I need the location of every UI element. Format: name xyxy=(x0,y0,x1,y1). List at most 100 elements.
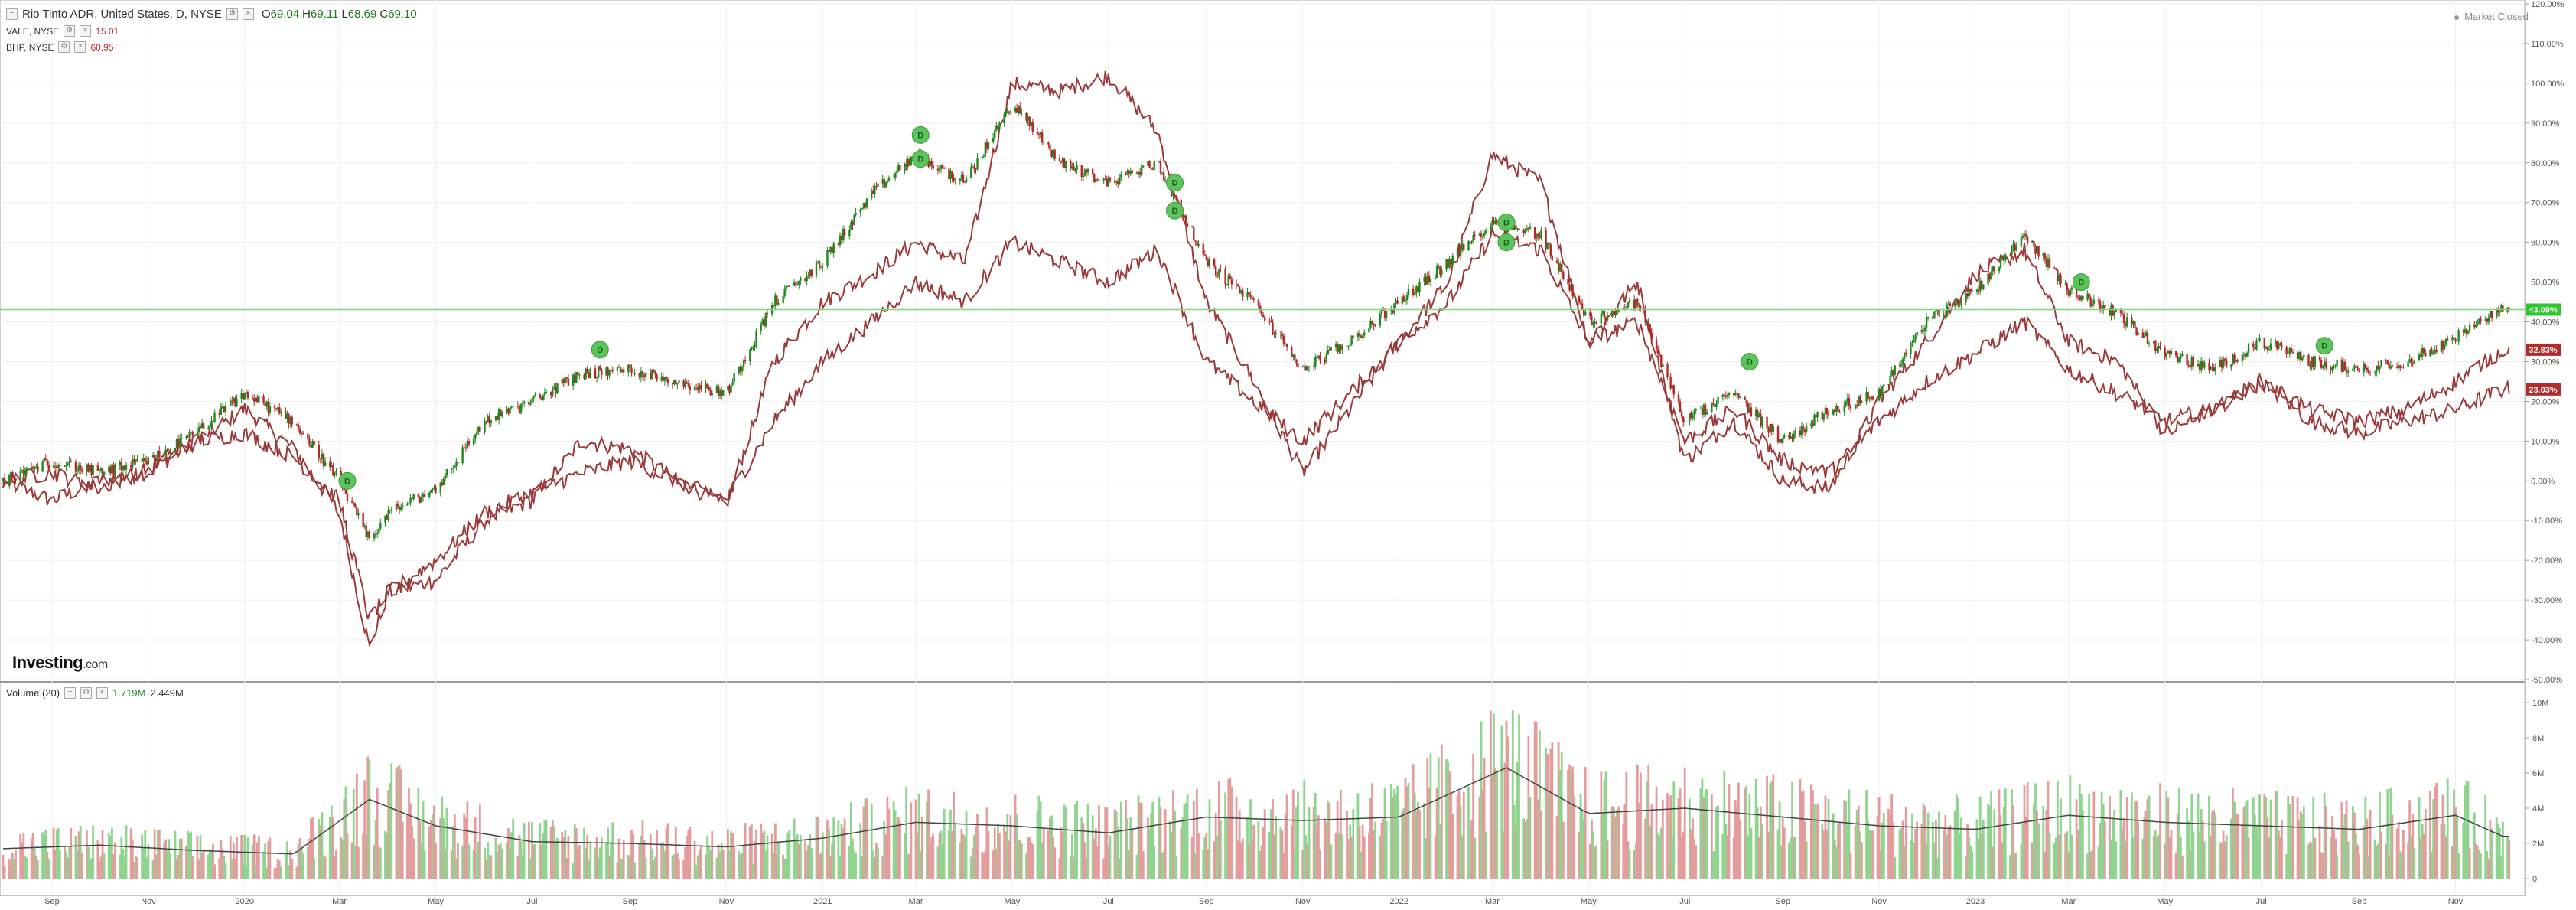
volume-bar xyxy=(826,820,829,879)
candle-body xyxy=(573,374,576,383)
candle-body xyxy=(832,243,835,253)
volume-bar xyxy=(87,846,90,879)
candle-body xyxy=(1737,393,1740,398)
volume-bar xyxy=(1870,830,1873,879)
settings-icon[interactable]: ⚙ xyxy=(64,25,76,37)
volume-bar xyxy=(1887,808,1890,879)
volume-tick-label: 0 xyxy=(2532,875,2537,884)
volume-bar xyxy=(1780,846,1783,879)
volume-bar xyxy=(2489,820,2492,879)
volume-bar xyxy=(1790,837,1792,879)
volume-bar xyxy=(2014,853,2017,879)
candle-body xyxy=(1457,248,1461,256)
candle-body xyxy=(30,466,33,469)
candle-body xyxy=(343,488,346,491)
volume-bar xyxy=(927,789,930,879)
volume-bar xyxy=(1732,837,1735,879)
candle-body xyxy=(2331,367,2333,370)
volume-bar xyxy=(992,850,995,879)
candle-body xyxy=(644,373,647,377)
volume-bar xyxy=(875,843,878,879)
candle-body xyxy=(223,406,226,412)
volume-bar xyxy=(1759,806,1762,879)
volume-bar xyxy=(748,826,751,879)
volume-bar xyxy=(532,844,535,879)
candle-body xyxy=(2198,363,2201,370)
close-icon[interactable]: × xyxy=(96,687,109,699)
candle-body xyxy=(509,407,511,414)
candle-body xyxy=(1117,181,1119,184)
volume-bar xyxy=(330,805,333,879)
collapse-icon[interactable]: − xyxy=(6,8,18,20)
volume-bar xyxy=(2092,791,2096,879)
volume-bar xyxy=(187,830,189,879)
volume-bar xyxy=(1975,819,1978,879)
candle-body xyxy=(1824,408,1827,415)
volume-bar xyxy=(2388,855,2391,879)
candle-body xyxy=(2451,337,2454,341)
candle-body xyxy=(1865,392,1868,402)
candle-body xyxy=(1340,344,1342,350)
close-icon[interactable]: × xyxy=(74,41,86,53)
volume-bar xyxy=(285,854,287,879)
candle-body xyxy=(1527,228,1530,230)
close-icon[interactable]: × xyxy=(242,8,254,20)
volume-bar xyxy=(1284,814,1287,879)
candle-body xyxy=(324,461,327,467)
settings-icon[interactable]: ⚙ xyxy=(58,41,70,53)
volume-bar xyxy=(1360,851,1363,879)
volume-bar xyxy=(1109,835,1112,879)
volume-bar xyxy=(1578,831,1581,879)
volume-bar xyxy=(840,824,843,879)
candle-body xyxy=(2080,295,2083,301)
collapse-icon[interactable]: − xyxy=(64,687,77,699)
candle-body xyxy=(1226,284,1228,285)
settings-icon[interactable]: ⚙ xyxy=(226,8,238,20)
volume-bar xyxy=(1380,822,1383,879)
volume-bar xyxy=(656,830,658,879)
candle-body xyxy=(1998,267,2001,272)
candle-body xyxy=(1717,396,1719,404)
volume-bar xyxy=(1306,844,1309,879)
volume-bar xyxy=(531,821,533,879)
candle-body xyxy=(1693,410,1695,416)
candle-body xyxy=(776,295,778,305)
volume-bar xyxy=(973,834,975,879)
volume-bar xyxy=(611,822,614,879)
volume-bar xyxy=(151,860,155,879)
volume-bar xyxy=(1604,771,1607,879)
volume-bar xyxy=(665,828,668,879)
candle-body xyxy=(218,412,220,415)
candle-body xyxy=(1546,243,1549,249)
volume-bar xyxy=(821,832,824,879)
volume-bar xyxy=(754,841,756,879)
candle-body xyxy=(1382,310,1385,311)
candle-body xyxy=(1545,230,1547,249)
candle-body xyxy=(1036,131,1039,135)
volume-bar xyxy=(1524,821,1527,879)
volume-bar xyxy=(837,820,840,879)
volume-bar xyxy=(2432,799,2435,879)
candle-body xyxy=(1666,364,1669,377)
candle-body xyxy=(2314,357,2316,367)
volume-bar xyxy=(1374,821,1377,879)
ohlc-value: 68.69 xyxy=(347,8,377,21)
volume-bar xyxy=(2037,823,2040,879)
candle-body xyxy=(2088,293,2090,298)
compare-value: 60.95 xyxy=(90,41,114,53)
close-icon[interactable]: × xyxy=(80,25,92,37)
candle-body xyxy=(109,466,112,474)
volume-bar xyxy=(1294,853,1296,879)
candle-body xyxy=(1854,405,1857,409)
candle-body xyxy=(2320,360,2323,368)
y-tick-label: -30.00% xyxy=(2531,596,2562,605)
volume-bar xyxy=(981,851,984,879)
x-tick-label: Sep xyxy=(623,897,638,906)
volume-bar xyxy=(1197,833,1200,879)
volume-bar xyxy=(477,841,480,879)
volume-bar xyxy=(1965,855,1968,879)
volume-bar xyxy=(1867,820,1870,879)
candle-body xyxy=(2345,370,2348,373)
volume-bar xyxy=(2318,826,2321,879)
settings-icon[interactable]: ⚙ xyxy=(80,687,93,699)
